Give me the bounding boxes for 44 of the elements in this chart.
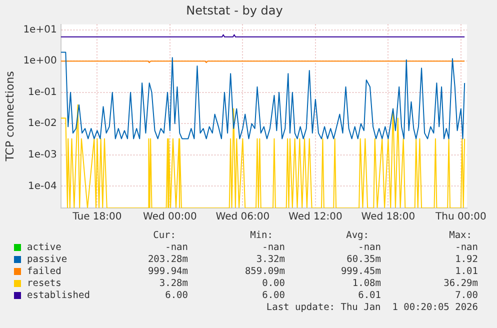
legend-label: active (27, 242, 62, 253)
y-tick-label: 1e-01 (28, 87, 57, 98)
chart-title: Netstat - by day (186, 3, 283, 18)
text: 3.28m (158, 278, 188, 289)
text: Max: (448, 230, 472, 241)
text: Last update: Thu Jan 1 00:20:05 2026 (265, 302, 478, 313)
text: 1.08m (351, 278, 381, 289)
x-tick-label: Wed 18:00 (361, 212, 416, 223)
y-tick-label: 1e-04 (28, 180, 57, 192)
text: 0.00 (261, 278, 285, 289)
legend-label: failed (27, 266, 62, 277)
text: 999.94m (146, 266, 188, 277)
text: 6.00 (164, 290, 188, 301)
x-tick-label: Wed 06:00 (216, 212, 270, 223)
legend-label: passive (27, 254, 68, 265)
text: 60.35m (346, 254, 381, 265)
x-tick-label: Wed 12:00 (288, 212, 342, 223)
x-tick-label: Tue 18:00 (72, 212, 122, 223)
text: -nan (357, 242, 381, 253)
text: 6.00 (261, 290, 285, 301)
text: Cur: (152, 230, 176, 241)
text: 7.00 (454, 290, 478, 301)
text: 203.28m (146, 254, 188, 265)
legend-label: resets (27, 278, 62, 289)
text: 36.29m (442, 278, 478, 289)
y-tick-label: 1e+00 (23, 56, 57, 67)
text: Min: (249, 230, 273, 241)
legend-label: established (27, 290, 90, 301)
text: 1.01 (454, 266, 478, 277)
x-tick-label: Wed 00:00 (143, 212, 197, 223)
text: 1.92 (454, 254, 478, 265)
text: 999.45m (340, 266, 381, 277)
text: 859.09m (244, 266, 285, 277)
y-tick-label: 1e-03 (28, 150, 57, 160)
text: Avg: (345, 230, 369, 241)
text: 6.01 (357, 290, 381, 301)
x-tick-label: Thu 00:00 (434, 212, 486, 223)
y-axis-title: TCP connections (3, 70, 16, 162)
y-tick-label: 1e-02 (28, 118, 57, 130)
text: -nan (261, 242, 285, 253)
text: -nan (164, 242, 188, 253)
text: 3.32m (255, 254, 285, 265)
y-tick-label: 1e+01 (23, 24, 57, 36)
text: -nan (454, 242, 478, 253)
